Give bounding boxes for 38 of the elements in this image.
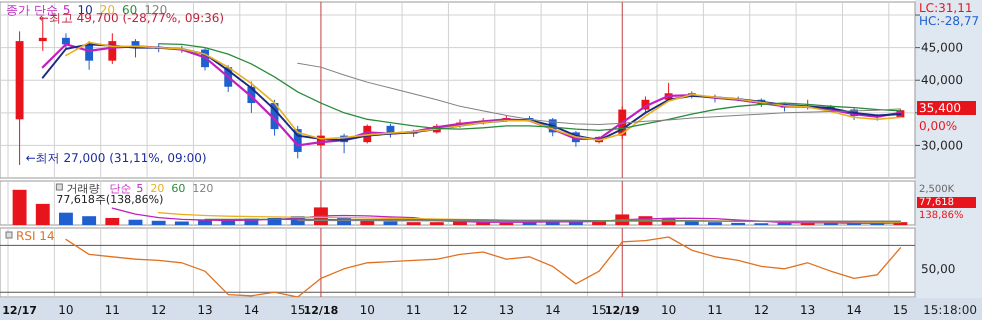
- text: 77,618: [919, 197, 954, 208]
- x-tick-label: 13: [498, 303, 514, 317]
- x-tick-label: 15: [591, 303, 607, 317]
- x-tick-label: 12/19: [604, 304, 640, 317]
- chart-title: RSI 14: [16, 229, 55, 243]
- x-tick-label: 12/18: [304, 304, 338, 317]
- x-tick-label: 14: [545, 303, 560, 317]
- text: 138,86%: [919, 210, 964, 221]
- text: 2,500K: [919, 184, 955, 195]
- text: LC:31,11: [919, 1, 972, 15]
- x-tick-label: 10: [360, 303, 375, 317]
- x-tick-label: 13: [800, 303, 816, 317]
- annotation: 77,618주(138,86%): [56, 193, 164, 206]
- y-tick-label: 45,000: [921, 40, 963, 55]
- x-tick-label: 11: [104, 303, 120, 317]
- text: HC:-28,77: [919, 14, 980, 28]
- x-tick-label: 10: [58, 303, 74, 317]
- legend: 단순 5 20 60 120: [109, 182, 214, 195]
- text: 50,00: [921, 262, 956, 276]
- x-tick-label: 10: [660, 303, 676, 317]
- x-tick-label: 14: [244, 303, 260, 317]
- x-tick-label: 12: [754, 303, 769, 317]
- y-tick-label: 30,000: [921, 138, 963, 152]
- x-tick-label: 12/17: [2, 304, 37, 317]
- x-tick-label: 15: [290, 303, 306, 317]
- x-tick-label: 15: [892, 303, 908, 317]
- y-tick-label: 40,000: [921, 73, 963, 88]
- chart-title: 거래량: [66, 182, 100, 195]
- x-tick-label: 14: [846, 303, 862, 317]
- text: 0,00%: [919, 119, 958, 133]
- x-tick-label: 11: [406, 303, 422, 317]
- x-tick-label: 13: [197, 303, 213, 317]
- text: 15:18:00: [923, 303, 977, 317]
- text: 35,400: [919, 101, 961, 115]
- x-tick-label: 12: [151, 303, 166, 317]
- annotation: ←최저 27,000 (31,11%, 09:00): [26, 151, 207, 165]
- x-tick-label: 12: [452, 303, 468, 317]
- x-tick-label: 11: [707, 303, 723, 317]
